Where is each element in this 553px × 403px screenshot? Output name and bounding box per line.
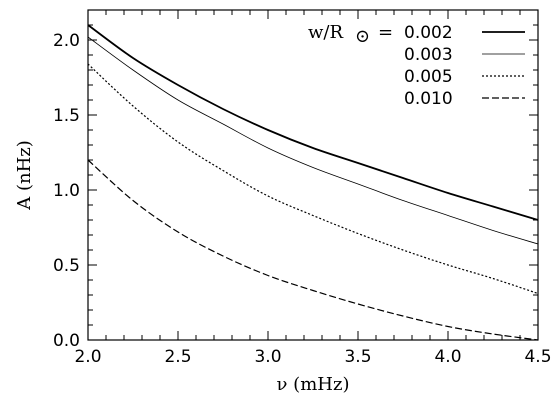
ticks-group (87, 9, 539, 341)
legend-title-main: w/R (308, 22, 343, 43)
legend-title-sub: ⊙ (355, 26, 370, 47)
legend-title-eq: = (378, 22, 393, 43)
x-tick-label: 2.5 (164, 347, 191, 367)
tick-labels-group: 2.0 2.5 3.0 3.5 4.0 4.5 0.0 0.5 1.0 1.5 2.0 (53, 31, 552, 367)
y-tick-label: 0.0 (53, 331, 80, 351)
legend-label-0.010: 0.010 (404, 89, 453, 109)
x-axis-label: ν (mHz) (277, 374, 350, 395)
legend-label-0.005: 0.005 (404, 67, 453, 87)
y-tick-label: 1.0 (53, 181, 80, 201)
legend-label-0.002: 0.002 (404, 23, 453, 43)
y-tick-label: 1.5 (53, 106, 80, 126)
x-tick-label: 3.0 (254, 347, 281, 367)
series-line-0.003 (87, 36, 539, 245)
series-group (87, 24, 539, 341)
y-tick-label: 0.5 (53, 256, 80, 276)
x-tick-label: 4.0 (434, 347, 461, 367)
series-line-0.002 (87, 24, 539, 221)
x-tick-label: 3.5 (344, 347, 371, 367)
x-tick-label: 2.0 (74, 347, 101, 367)
series-line-0.010 (87, 159, 539, 341)
y-axis-label: A (nHz) (14, 140, 35, 211)
x-tick-label: 4.5 (524, 347, 551, 367)
y-tick-label: 2.0 (53, 31, 80, 51)
legend-label-0.003: 0.003 (404, 45, 453, 65)
series-line-0.005 (87, 63, 539, 295)
